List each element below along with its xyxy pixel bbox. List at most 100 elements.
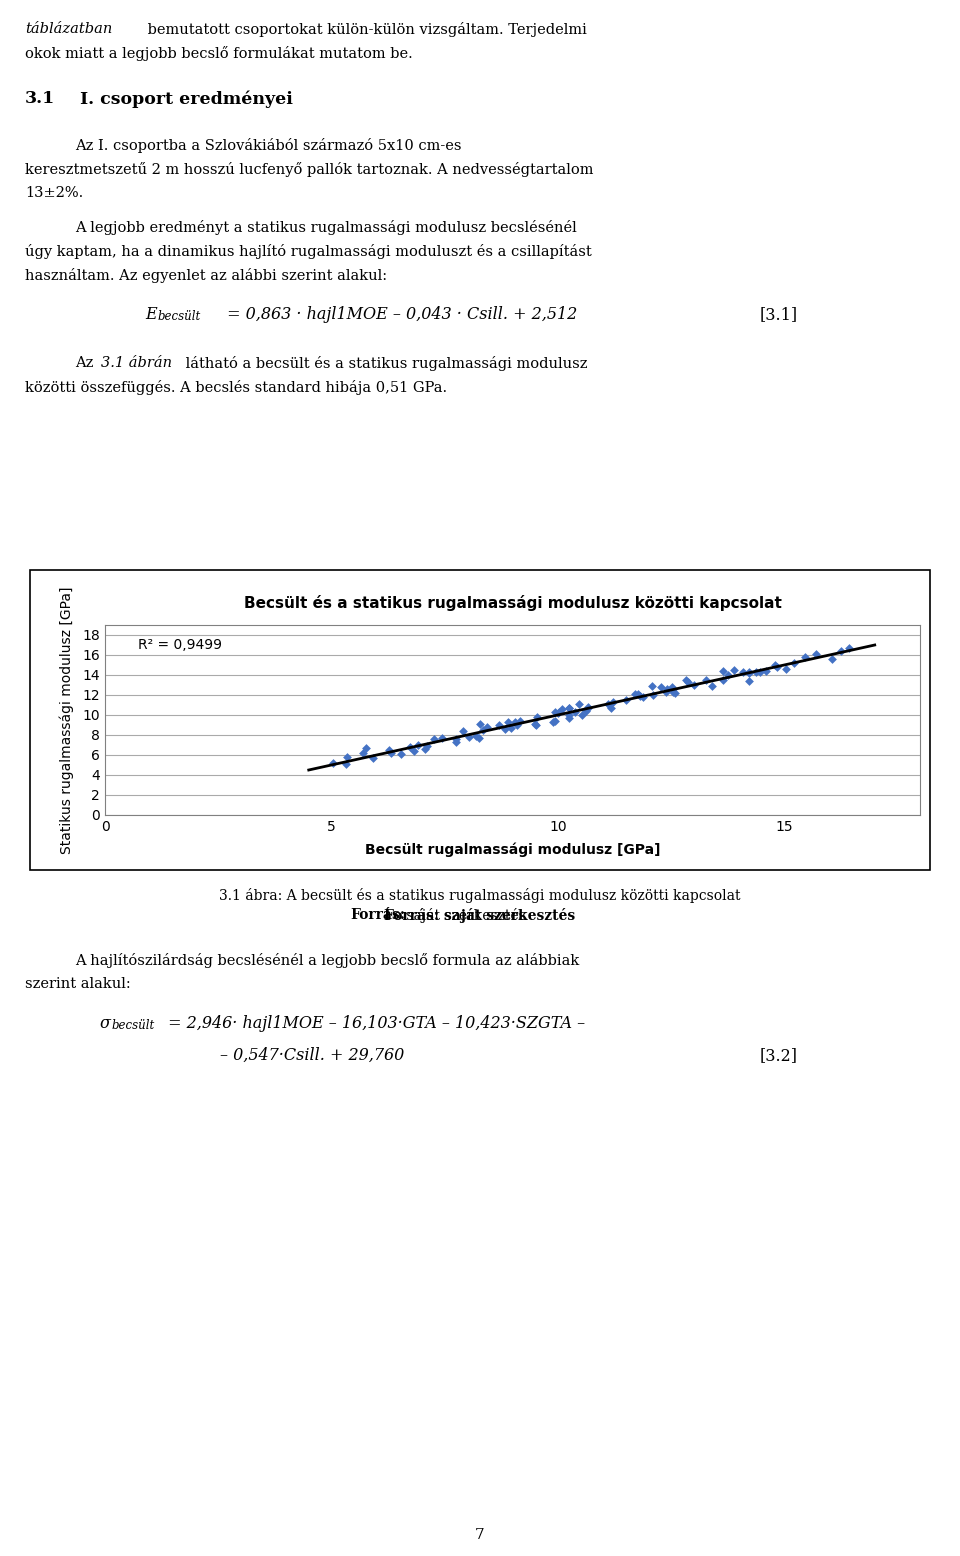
Y-axis label: Statikus rugalmassági modulusz [GPa]: Statikus rugalmassági modulusz [GPa] [60, 587, 74, 854]
Point [339, 745, 354, 770]
Point [842, 636, 857, 661]
Text: σ: σ [100, 1015, 110, 1032]
Point [554, 696, 569, 720]
Point [686, 672, 702, 697]
Point [633, 683, 648, 708]
Point [551, 700, 566, 725]
Point [664, 675, 680, 700]
Text: becsült: becsült [112, 1019, 156, 1032]
Point [366, 745, 381, 770]
Point [384, 741, 399, 766]
Point [604, 696, 619, 720]
Point [769, 655, 784, 680]
Text: – 0,547·Csill. + 29,760: – 0,547·Csill. + 29,760 [220, 1047, 404, 1064]
Text: E: E [145, 307, 156, 324]
Point [571, 691, 587, 716]
Point [758, 660, 774, 685]
Text: = 0,863 · hajl1MOE – 0,043 · Csill. + 2,512: = 0,863 · hajl1MOE – 0,043 · Csill. + 2,… [222, 307, 577, 324]
Point [635, 685, 650, 710]
Point [325, 750, 341, 775]
Point [580, 694, 595, 719]
Point [665, 678, 681, 703]
Point [753, 660, 768, 685]
Point [426, 727, 442, 752]
Point [359, 736, 374, 761]
Point [497, 716, 513, 741]
Point [507, 710, 522, 734]
Point [715, 658, 731, 683]
Text: becsült: becsült [158, 310, 202, 324]
Point [660, 677, 675, 702]
Point [767, 652, 782, 677]
Point [562, 705, 577, 730]
Text: 13±2%.: 13±2%. [25, 187, 84, 201]
Point [561, 696, 576, 720]
Point [528, 713, 543, 738]
Point [435, 725, 450, 750]
Point [475, 717, 491, 742]
Point [567, 700, 583, 725]
Point [680, 669, 695, 694]
Text: 3.1 ábra: A becsült és a statikus rugalmassági modulusz közötti kapcsolat: 3.1 ábra: A becsült és a statikus rugalm… [219, 888, 741, 902]
Point [547, 700, 563, 725]
Point [601, 692, 616, 717]
Point [715, 668, 731, 692]
Point [418, 736, 433, 761]
Point [797, 644, 812, 669]
Point [530, 705, 545, 730]
Point [548, 710, 564, 734]
Point [402, 734, 418, 759]
Text: A legjobb eredményt a statikus rugalmassági modulusz becslésénél: A legjobb eredményt a statikus rugalmass… [75, 219, 577, 235]
Point [562, 702, 577, 727]
Text: táblázatban: táblázatban [25, 22, 112, 36]
Point [824, 647, 839, 672]
Point [394, 742, 409, 767]
Point [479, 714, 494, 739]
Point [410, 733, 425, 758]
Point [654, 675, 669, 700]
Text: I. csoport eredményei: I. csoport eredményei [80, 90, 293, 107]
Point [448, 727, 464, 752]
Point [720, 663, 735, 688]
Text: Forrás:: Forrás: [350, 909, 405, 923]
Text: látható a becsült és a statikus rugalmassági modulusz: látható a becsült és a statikus rugalmas… [181, 356, 588, 370]
Point [808, 641, 824, 666]
Point [606, 689, 621, 714]
Point [678, 668, 693, 692]
Point [627, 682, 642, 706]
Text: 3.1 ábrán: 3.1 ábrán [101, 356, 172, 370]
Text: [3.1]: [3.1] [760, 307, 798, 324]
Point [742, 660, 757, 685]
Point [419, 734, 434, 759]
Text: Az: Az [75, 356, 98, 370]
Point [472, 711, 488, 736]
Point [574, 703, 589, 728]
Point [510, 713, 525, 738]
Point [735, 660, 751, 685]
Point [551, 700, 566, 725]
Text: R² = 0,9499: R² = 0,9499 [137, 638, 222, 652]
Point [658, 680, 673, 705]
Point [562, 696, 577, 720]
Point [407, 739, 422, 764]
X-axis label: Becsült rugalmassági modulusz [GPa]: Becsült rugalmassági modulusz [GPa] [365, 842, 660, 857]
Point [578, 699, 593, 724]
Point [504, 716, 519, 741]
Point [618, 688, 634, 713]
Text: = 2,946· hajl1MOE – 16,103·GTA – 10,423·SZGTA –: = 2,946· hajl1MOE – 16,103·GTA – 10,423·… [163, 1015, 586, 1032]
Point [528, 713, 543, 738]
Text: szerint alakul:: szerint alakul: [25, 977, 131, 991]
Point [471, 725, 487, 750]
Text: használtam. Az egyenlet az alábbi szerint alakul:: használtam. Az egyenlet az alábbi szerin… [25, 268, 387, 283]
Point [513, 710, 528, 734]
Text: keresztmetszetű 2 m hosszú lucfenyő pallók tartoznak. A nedvességtartalom: keresztmetszetű 2 m hosszú lucfenyő pall… [25, 162, 593, 177]
Point [580, 696, 595, 720]
Point [468, 724, 484, 748]
Point [833, 638, 849, 663]
Point [456, 719, 471, 744]
Text: úgy kaptam, ha a dinamikus hajlító rugalmassági moduluszt és a csillapítást: úgy kaptam, ha a dinamikus hajlító rugal… [25, 244, 591, 258]
Point [492, 713, 507, 738]
Point [698, 668, 713, 692]
Point [665, 677, 681, 702]
Point [448, 730, 464, 755]
